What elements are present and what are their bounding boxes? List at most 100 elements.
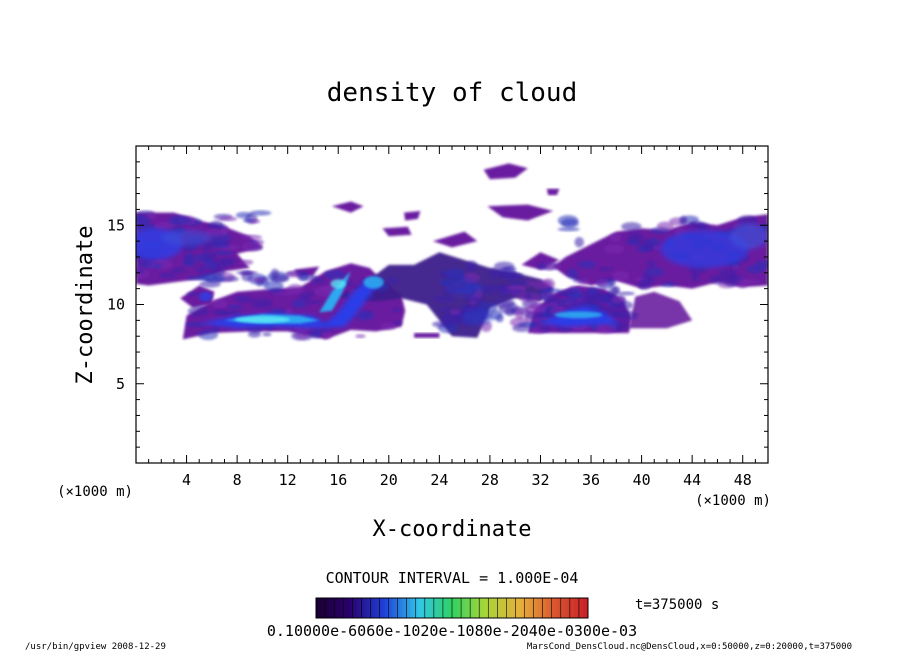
core-upper-right: [660, 230, 750, 269]
core-right-dome-light: [554, 311, 603, 319]
texture-speck: [528, 322, 538, 329]
texture-speck: [439, 278, 451, 286]
texture-speck: [187, 306, 210, 317]
texture-speck: [617, 291, 635, 296]
texture-speck: [170, 267, 186, 274]
texture-speck: [495, 298, 515, 309]
texture-speck: [661, 281, 676, 288]
texture-speck: [577, 260, 596, 269]
x-tick-label: 16: [329, 471, 347, 489]
texture-speck: [299, 293, 313, 301]
texture-speck: [287, 284, 304, 295]
texture-speck: [313, 286, 335, 297]
texture-speck: [557, 215, 579, 227]
texture-speck: [184, 245, 198, 250]
texture-speck: [604, 244, 625, 254]
x-tick-label: 20: [380, 471, 398, 489]
texture-speck: [263, 280, 284, 292]
x-tick-label: 8: [233, 471, 242, 489]
texture-speck: [310, 277, 325, 285]
texture-speck: [152, 263, 163, 269]
texture-speck: [449, 309, 461, 316]
core-left-patch: [199, 291, 212, 302]
bit-g: [546, 188, 560, 196]
texture-speck: [732, 264, 740, 270]
texture-speck: [612, 270, 630, 281]
x-tick-label: 24: [430, 471, 448, 489]
bit-a: [331, 201, 364, 213]
region-right-tail: [629, 291, 693, 329]
core-upper-right-b: [730, 223, 768, 250]
texture-speck: [536, 262, 547, 270]
texture-speck: [535, 306, 546, 314]
texture-speck: [392, 307, 401, 313]
texture-speck: [203, 251, 217, 262]
bit-f: [521, 252, 560, 270]
density-field: [136, 163, 768, 341]
texture-speck: [514, 308, 525, 320]
core-lower-band-cyan-b: [330, 279, 346, 289]
texture-speck: [235, 211, 253, 219]
bit-h: [414, 333, 440, 338]
texture-speck: [262, 332, 272, 337]
texture-speck: [578, 278, 590, 285]
contour-interval-label: CONTOUR INTERVAL = 1.000E-04: [326, 569, 579, 587]
texture-speck: [644, 266, 664, 277]
texture-speck: [596, 278, 609, 287]
texture-speck: [240, 234, 263, 240]
bit-d: [487, 204, 554, 221]
texture-speck: [639, 239, 656, 251]
texture-speck: [202, 273, 225, 283]
texture-speck: [637, 279, 652, 290]
core-upper-left-b: [161, 230, 212, 246]
core-lower-band-cyan: [234, 316, 291, 324]
texture-speck: [168, 215, 191, 226]
texture-speck: [380, 322, 397, 330]
texture-speck: [538, 324, 552, 333]
texture-speck: [234, 295, 253, 304]
texture-speck: [249, 210, 272, 216]
texture-speck: [542, 278, 555, 291]
texture-speck: [342, 292, 351, 298]
texture-speck: [310, 329, 322, 339]
colorbar-labels: 0.10000e-6060e-1020e-1080e-2040e-0300e-0…: [267, 622, 637, 640]
texture-speck: [433, 295, 456, 303]
texture-speck: [220, 309, 242, 316]
core-lower-band-cyan-c: [363, 275, 384, 289]
x-tick-label: 40: [633, 471, 651, 489]
texture-speck: [524, 292, 533, 301]
time-label: t=375000 s: [635, 597, 719, 613]
region-left-patch: [180, 285, 215, 308]
texture-speck: [566, 268, 579, 280]
texture-speck: [211, 299, 228, 309]
texture-speck: [306, 300, 323, 305]
texture-speck: [186, 321, 207, 328]
texture-speck: [611, 296, 625, 304]
texture-speck: [241, 241, 263, 252]
texture-speck: [223, 276, 239, 282]
texture-speck: [594, 322, 617, 334]
texture-speck: [198, 329, 219, 341]
texture-speck: [187, 275, 208, 281]
texture-speck: [199, 280, 221, 288]
texture-speck: [609, 233, 621, 242]
texture-speck: [147, 213, 157, 220]
texture-speck: [691, 271, 699, 283]
texture-speck: [621, 222, 642, 232]
texture-speck: [270, 274, 290, 283]
texture-speck: [272, 291, 293, 296]
texture-speck: [627, 232, 643, 244]
texture-speck: [679, 215, 688, 226]
texture-speck: [355, 310, 374, 321]
texture-speck: [218, 216, 238, 222]
colorbar-divisions: [324, 598, 580, 618]
texture-speck: [504, 307, 516, 317]
y-unit-label: (×1000 m): [57, 484, 133, 500]
texture-speck: [444, 268, 466, 278]
texture-speck: [249, 219, 261, 224]
x-tick-label: 12: [279, 471, 297, 489]
texture-speck: [204, 260, 217, 270]
x-axis-label: X-coordinate: [373, 517, 532, 542]
